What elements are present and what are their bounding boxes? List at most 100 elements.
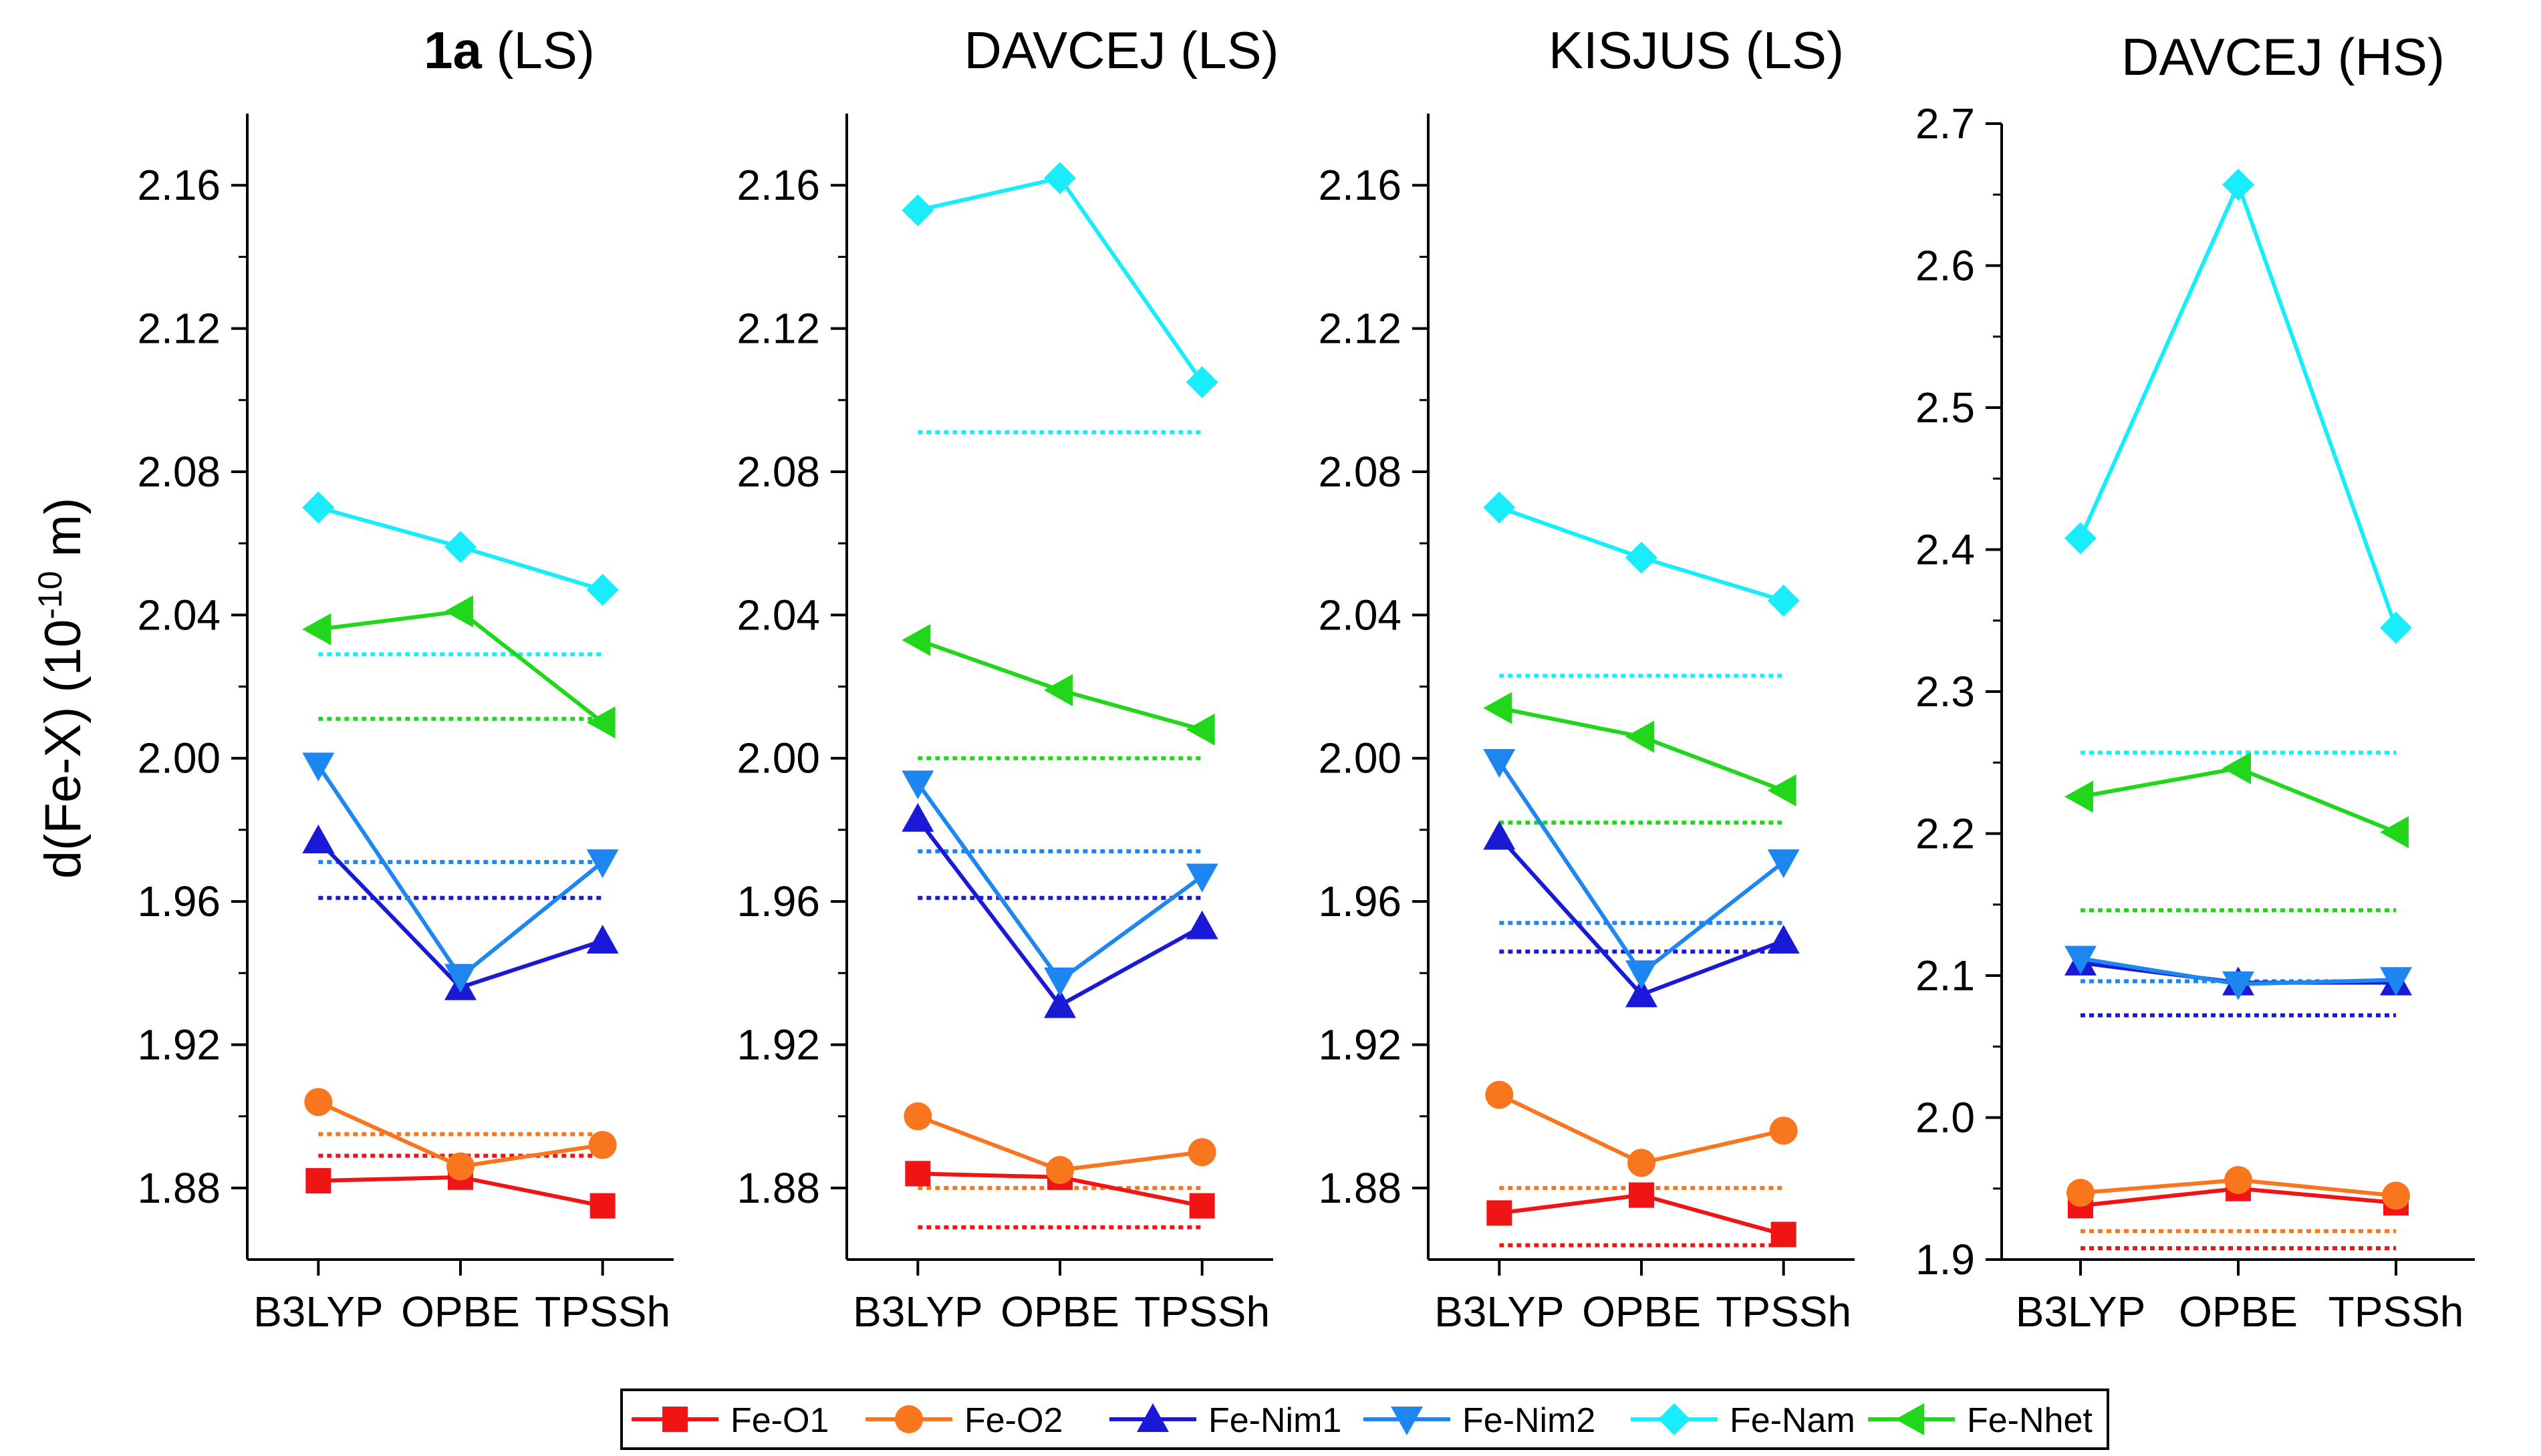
data-point-fe-nhet: [2064, 780, 2093, 813]
data-point-fe-o1: [305, 1168, 331, 1194]
data-point-fe-nam: [1483, 491, 1516, 524]
data-point-fe-nhet: [2222, 752, 2251, 784]
series-line-fe-nim2: [1497, 760, 1785, 976]
data-point-fe-nim2: [2222, 971, 2254, 1000]
y-tick-label: 2.3: [1915, 668, 1975, 716]
data-point-fe-o2: [1485, 1080, 1514, 1109]
series-line-fe-nhet: [317, 609, 604, 724]
x-tick-label: OPBE: [2179, 1288, 2298, 1336]
legend-label: Fe-Nhet: [1967, 1401, 2093, 1440]
legend-marker: [1137, 1403, 1169, 1432]
y-tick-label: 1.92: [137, 1020, 221, 1068]
x-tick-label: B3LYP: [1434, 1288, 1565, 1336]
data-point-fe-o1: [905, 1161, 931, 1187]
legend-label: Fe-Nam: [1730, 1401, 1855, 1440]
y-tick-label: 1.9: [1915, 1235, 1975, 1284]
y-tick-label: 2.2: [1915, 810, 1975, 858]
series-fe-nam: [2064, 168, 2412, 644]
x-tick-label: B3LYP: [853, 1288, 983, 1336]
y-tick-label: 2.4: [1915, 526, 1975, 574]
series-fe-nam: [902, 162, 1218, 398]
y-tick-label: 2.16: [737, 161, 820, 209]
data-point-fe-nhet: [1483, 692, 1512, 724]
data-point-fe-nhet: [902, 623, 931, 656]
y-tick-label: 1.88: [1318, 1164, 1401, 1212]
y-tick-label: 2.04: [1318, 591, 1401, 639]
y-tick-label: 2.04: [137, 591, 221, 639]
panel-title: DAVCEJ (HS): [2121, 27, 2445, 86]
y-tick-label: 2.00: [737, 734, 820, 782]
legend-entry-fe-nim2: Fe-Nim2: [1363, 1401, 1595, 1440]
panel-1: 1a (LS) 1.88 1.92 1.96 2.00 2.04 2.08 2.12 2.16 B…: [137, 21, 674, 1336]
data-point-fe-nim1: [1186, 910, 1218, 939]
y-tick-label: 1.96: [1318, 877, 1401, 925]
data-point-fe-nim2: [2064, 945, 2097, 975]
data-point-fe-nim2: [1186, 863, 1218, 893]
data-point-fe-o1: [1486, 1200, 1512, 1226]
y-tick-label: 2.08: [737, 448, 820, 496]
data-point-fe-nam: [302, 491, 335, 524]
x-tick-label: B3LYP: [253, 1288, 384, 1336]
data-point-fe-nhet: [1044, 674, 1073, 706]
data-point-fe-nam: [1625, 541, 1657, 574]
series-fe-nam: [1483, 491, 1800, 617]
y-tick-label: 2.08: [1318, 448, 1401, 496]
y-tick-label: 1.96: [137, 877, 221, 925]
y-tick-label: 2.16: [1318, 161, 1401, 209]
data-point-fe-nim1: [586, 925, 619, 954]
data-point-fe-o2: [2224, 1166, 2252, 1194]
data-point-fe-o2: [2382, 1181, 2410, 1210]
legend-label: Fe-O1: [730, 1401, 829, 1440]
data-point-fe-o1: [589, 1193, 616, 1219]
y-tick-label: 2.16: [137, 161, 221, 209]
panel-title: 1a (LS): [424, 21, 595, 80]
data-point-fe-nhet: [302, 613, 331, 645]
x-tick-label: TPSSh: [2328, 1288, 2464, 1336]
data-point-fe-nhet: [1186, 713, 1215, 746]
series-fe-nhet: [902, 623, 1215, 746]
series-fe-o2: [304, 1088, 617, 1181]
x-tick-label: OPBE: [1000, 1288, 1119, 1336]
data-point-fe-o2: [2066, 1179, 2095, 1207]
data-point-fe-nam: [2380, 611, 2412, 644]
y-axis-label-main: d(Fe-X) (10: [35, 619, 92, 879]
legend-marker: [1658, 1403, 1690, 1435]
series-fe-nim2: [302, 752, 619, 993]
series-fe-nim1: [302, 824, 619, 1000]
legend-entry-fe-nam: Fe-Nam: [1631, 1401, 1855, 1440]
x-tick-label: OPBE: [1582, 1288, 1701, 1336]
panel-title-text: DAVCEJ (HS): [2121, 27, 2445, 86]
panel-title-text: (LS): [482, 21, 595, 80]
y-tick-label: 2.1: [1915, 952, 1975, 1000]
data-point-fe-nim2: [444, 964, 477, 993]
data-point-fe-nim1: [1767, 925, 1800, 954]
data-point-fe-o2: [1046, 1156, 1074, 1185]
series-fe-nim2: [1483, 749, 1800, 990]
y-tick-label: 1.92: [1318, 1020, 1401, 1068]
y-axis-label-exponent: -10: [31, 571, 69, 619]
data-point-fe-nim1: [1625, 978, 1657, 1008]
series-line-fe-nam: [917, 176, 1204, 384]
data-point-fe-nam: [902, 194, 934, 227]
data-point-fe-o2: [1769, 1117, 1798, 1145]
y-tick-label: 2.04: [737, 591, 820, 639]
data-point-fe-o2: [304, 1088, 333, 1117]
x-tick-label: B3LYP: [2016, 1288, 2146, 1336]
panel-title: KISJUS (LS): [1549, 21, 1844, 80]
data-point-fe-nhet: [1767, 774, 1796, 807]
data-point-fe-nim2: [1044, 967, 1076, 996]
series-fe-nhet: [302, 595, 616, 739]
y-axis-label: d(Fe-X) (10-10 m): [31, 498, 92, 879]
series-line-fe-nam: [2079, 179, 2398, 629]
series-fe-o2: [1485, 1080, 1798, 1177]
series-fe-o2: [904, 1102, 1216, 1185]
data-point-fe-nam: [1044, 162, 1076, 194]
data-point-fe-o2: [588, 1131, 617, 1159]
data-point-fe-nim2: [1767, 849, 1800, 879]
panel-3: KISJUS (LS) 1.88 1.92 1.96 2.00 2.04 2.08 2.12 2…: [1318, 21, 1855, 1336]
data-point-fe-nim2: [902, 770, 934, 800]
y-tick-label: 1.88: [137, 1164, 221, 1212]
legend-marker: [662, 1407, 688, 1432]
data-point-fe-nim2: [1625, 960, 1657, 990]
